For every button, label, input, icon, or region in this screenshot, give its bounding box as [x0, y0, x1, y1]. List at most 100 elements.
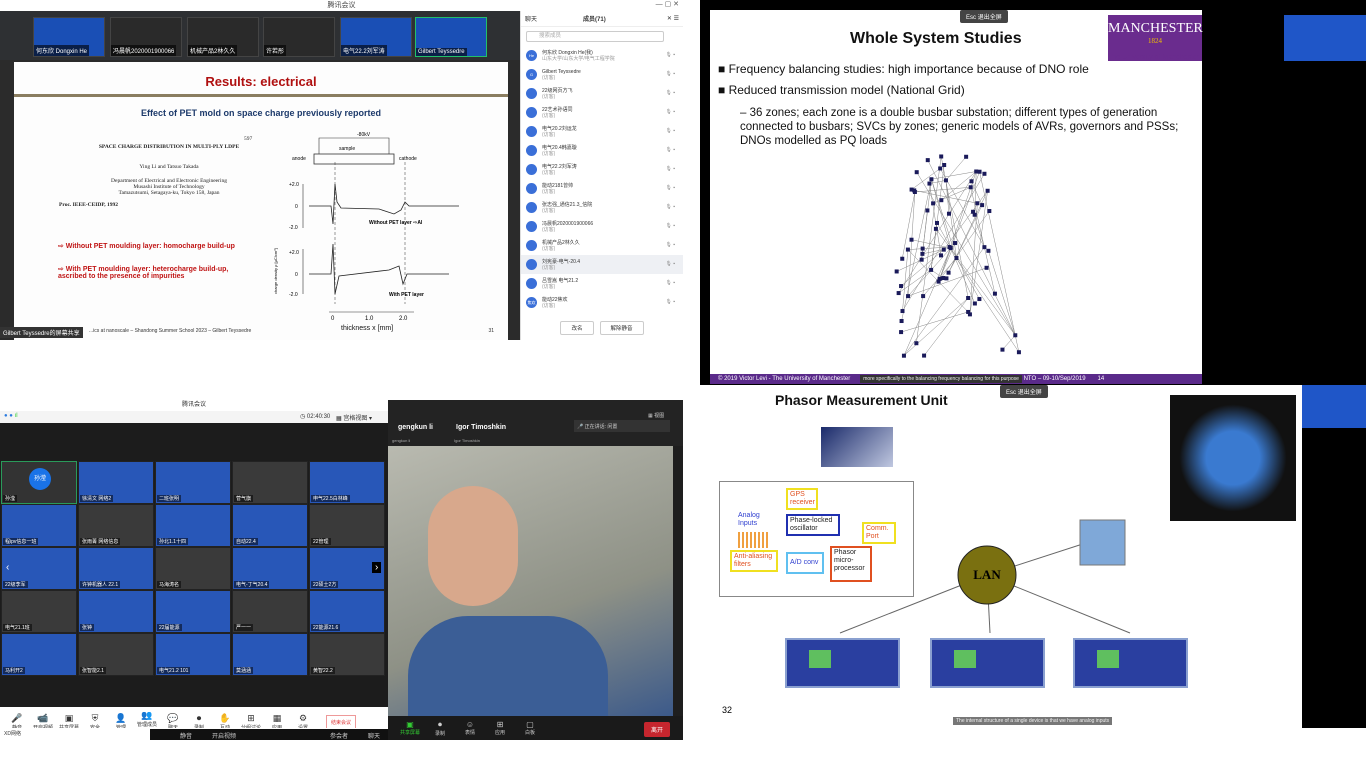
member-item[interactable]: G Gilbert Teyssedre (访客) 🎙 ▪: [521, 65, 683, 84]
slide-subtitle: Effect of PET mold on space charge previ…: [140, 108, 382, 118]
participant-tile[interactable]: 莫涵涵: [232, 633, 308, 676]
participant-tile[interactable]: 自动22.4: [232, 504, 308, 547]
member-item[interactable]: 吕雪嵩 电气21.2 (访客) 🎙 ▪: [521, 274, 683, 293]
window-controls[interactable]: — ▢ ✕: [655, 1, 679, 8]
unmute-button[interactable]: 解除静音: [599, 321, 644, 335]
grid-line: [956, 257, 1020, 353]
member-name: 电气22.2刘军涛: [542, 163, 577, 170]
member-text: 刘宪豪-电气-20.4 (访客): [542, 259, 580, 271]
tab-members[interactable]: 成员(71): [583, 17, 606, 23]
member-item[interactable]: 22艺术孙语同 (访客) 🎙 ▪: [521, 103, 683, 122]
close-icon[interactable]: ✕ ☰: [666, 16, 679, 22]
mic-camera-icon: 🎙 ▪: [665, 280, 675, 286]
participant-tile[interactable]: 严一一: [232, 590, 308, 633]
video-thumb[interactable]: 何东欣 Dongxin He: [33, 17, 105, 57]
participant-tile[interactable]: 22级李军: [1, 547, 77, 590]
exit-fullscreen-button[interactable]: Esc 退出全屏: [960, 10, 1008, 23]
participant-tile[interactable]: 马海涛名: [155, 547, 231, 590]
participant-tile[interactable]: 张钟: [78, 590, 154, 633]
substation-node: [975, 201, 980, 206]
participant-tile[interactable]: 程ipv信息一班: [1, 504, 77, 547]
member-item[interactable]: 电气20.4韩嘉璇 (访客) 🎙 ▪: [521, 141, 683, 160]
grid-line: [902, 249, 909, 312]
participant-tile[interactable]: 电气21.2 101: [155, 633, 231, 676]
member-item[interactable]: He 何东欣 Dongxin He(我) 山东大学/山东大学/电气工程学院 🎙 ▪: [521, 46, 683, 65]
tab-chat[interactable]: 聊天: [525, 17, 538, 23]
participant-tile[interactable]: 22能源21.6: [309, 590, 385, 633]
video-thumb[interactable]: 冯晨帆2020001900066: [110, 17, 182, 57]
exit-fullscreen-button[interactable]: Esc 退出全屏: [1000, 385, 1048, 398]
participant-tile[interactable]: 许钟机器人 22.1: [78, 547, 154, 590]
member-name: 何东欣 Dongxin He(我): [542, 49, 593, 56]
participant-tile[interactable]: 电气21.1班: [1, 590, 77, 633]
chat-button[interactable]: 聊天: [368, 734, 381, 740]
member-item[interactable]: 电气22.2刘军涛 (访客) 🎙 ▪: [521, 160, 683, 179]
participant-name: 孙滢: [3, 495, 18, 502]
speaker-video[interactable]: [1302, 385, 1366, 428]
start-video-button[interactable]: 开启视频: [212, 734, 237, 740]
participant-tile[interactable]: 张雨菁 网络信息: [78, 504, 154, 547]
call-toolbar-button[interactable]: ▣ 共享屏幕: [400, 720, 420, 736]
grid-line: [914, 190, 978, 204]
participant-name: 申气22.5白林峰: [311, 495, 350, 502]
video-thumb[interactable]: 电气22.2刘军涛: [340, 17, 412, 57]
call-toolbar-button[interactable]: ▢ 白板: [520, 720, 540, 736]
leave-button[interactable]: 离开: [644, 722, 671, 737]
prev-page-button[interactable]: ‹: [6, 562, 10, 573]
participants-button[interactable]: 参会者: [330, 734, 349, 740]
member-item[interactable]: 能动2181曾帅 (访客) 🎙 ▪: [521, 179, 683, 198]
participant-tile[interactable]: 二班张明: [155, 461, 231, 504]
mic-camera-icon: 🎙 ▪: [665, 299, 675, 305]
mute-button[interactable]: 静音: [180, 734, 193, 740]
grid-line: [902, 173, 985, 312]
member-item[interactable]: 电气20.2刘运龙 (访客) 🎙 ▪: [521, 122, 683, 141]
member-search-input[interactable]: 搜索成员: [526, 31, 664, 42]
member-item[interactable]: 刘宪豪-电气-20.4 (访客) 🎙 ▪: [521, 255, 683, 274]
participant-tile[interactable]: 徐清文 网络2: [78, 461, 154, 504]
member-item[interactable]: 焦欢 能动22焦欢 (访客) 🎙 ▪: [521, 293, 683, 312]
substation-node: [992, 291, 997, 296]
participant-tile[interactable]: 菅气旗: [232, 461, 308, 504]
speaker-video[interactable]: [388, 446, 673, 716]
member-name: 能动22焦欢: [542, 296, 568, 303]
participant-tile[interactable]: 22届能源: [155, 590, 231, 633]
video-thumb-active[interactable]: Gilbert Teyssedre: [415, 17, 487, 57]
participant-tile[interactable]: 22管理: [309, 504, 385, 547]
view-button[interactable]: ▦ 视图: [648, 413, 665, 419]
info-icon[interactable]: ● ● ıl: [4, 413, 18, 419]
video-thumb[interactable]: 许若彤: [263, 17, 335, 57]
participant-tile[interactable]: 孙北1.1十四: [155, 504, 231, 547]
member-text: 电气22.2刘军涛 (访客): [542, 164, 577, 176]
bullet-text: Reduced transmission model (National Gri…: [728, 83, 965, 97]
substation-node: [914, 341, 919, 346]
substation-node: [938, 166, 943, 171]
call-toolbar-button[interactable]: ☺ 表情: [460, 720, 480, 736]
member-role: (访客): [542, 245, 556, 252]
participant-name: 严一一: [234, 624, 254, 631]
member-item[interactable]: 张志强_通信21.3_信院 (访客) 🎙 ▪: [521, 198, 683, 217]
member-item[interactable]: 冯晨帆2020001900066 (访客) 🎙 ▪: [521, 217, 683, 236]
participant-tile[interactable]: 黄智22.2: [309, 633, 385, 676]
member-name: 张志强_通信21.3_信院: [542, 201, 593, 208]
member-text: Gilbert Teyssedre (访客): [542, 69, 581, 81]
call-toolbar-button[interactable]: ⏺ 录制: [430, 720, 450, 737]
participant-tile[interactable]: 马利开2: [1, 633, 77, 676]
call-toolbar-button[interactable]: ⊞ 应用: [490, 720, 510, 736]
grid-line: [902, 191, 916, 259]
rename-button[interactable]: 改名: [560, 321, 594, 335]
participant-tile[interactable]: 孙滢 孙滢: [1, 461, 77, 504]
speaker-video[interactable]: [1284, 15, 1366, 61]
y-tick: 0: [295, 272, 298, 278]
member-text: 张志强_通信21.3_信院 (访客): [542, 202, 592, 214]
view-switch[interactable]: ▦ 宫格视图 ▾: [336, 416, 373, 422]
participant-tile[interactable]: 张智能2.1: [78, 633, 154, 676]
toolbar-icon: ☺: [465, 720, 475, 729]
participant-tile[interactable]: 电气-丁气20.4: [232, 547, 308, 590]
participant-name: 22硕士2方: [311, 581, 339, 588]
member-item[interactable]: 22级网页方飞 (访客) 🎙 ▪: [521, 84, 683, 103]
substation-node: [939, 198, 944, 203]
participant-tile[interactable]: 申气22.5白林峰: [309, 461, 385, 504]
video-thumb[interactable]: 机械产品2林久久: [187, 17, 259, 57]
member-item[interactable]: 机械产品2林久久 (访客) 🎙 ▪: [521, 236, 683, 255]
next-page-button[interactable]: ›: [372, 562, 382, 573]
